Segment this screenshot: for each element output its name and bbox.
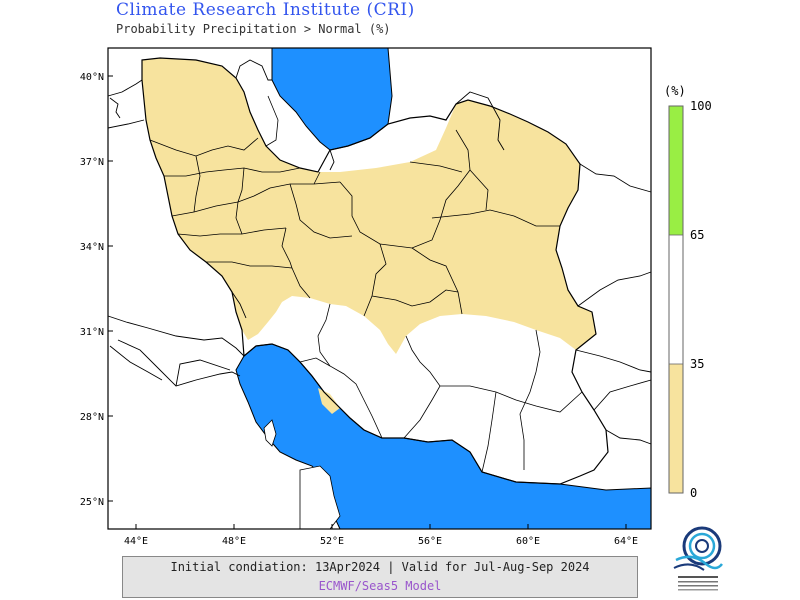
lat-tick-label: 34°N xyxy=(80,242,104,253)
lon-tick-label: 44°E xyxy=(124,536,148,547)
model-name-text: ECMWF/Seas5 Model xyxy=(318,579,442,593)
longitude-axis: 44°E 48°E 52°E 56°E 60°E 64°E xyxy=(124,524,638,547)
lon-tick-label: 48°E xyxy=(222,536,246,547)
legend-band-below-normal xyxy=(669,364,683,493)
map-subtitle: Probability Precipitation > Normal (%) xyxy=(116,22,391,36)
map-frame xyxy=(107,47,652,530)
map-title: Climate Research Institute (CRI) xyxy=(116,0,415,20)
below-normal-region xyxy=(142,58,596,354)
lon-tick-label: 64°E xyxy=(614,536,638,547)
lat-tick-label: 28°N xyxy=(80,412,104,423)
lat-tick-label: 25°N xyxy=(80,497,104,508)
qatar-land xyxy=(263,419,277,447)
color-legend: (%) 100 65 35 0 xyxy=(664,84,712,500)
below-normal-patch xyxy=(318,388,340,414)
latitude-axis: 40°N 37°N 34°N 31°N 28°N 25°N xyxy=(80,72,113,508)
legend-label-35: 35 xyxy=(690,357,704,371)
province-borders xyxy=(149,95,583,473)
forecast-validity-text: Initial condiation: 13Apr2024 | Valid fo… xyxy=(170,560,590,574)
legend-outline xyxy=(668,105,684,494)
lat-tick-label: 37°N xyxy=(80,157,104,168)
lat-tick-label: 40°N xyxy=(80,72,104,83)
lon-tick-label: 56°E xyxy=(418,536,442,547)
legend-band-normal xyxy=(669,235,683,364)
forecast-info-box: Initial condiation: 13Apr2024 | Valid fo… xyxy=(122,556,638,598)
lon-tick-label: 60°E xyxy=(516,536,540,547)
legend-band-above-normal xyxy=(669,106,683,235)
iran-border xyxy=(141,57,609,485)
lat-tick-label: 31°N xyxy=(80,327,104,338)
lon-tick-label: 52°E xyxy=(320,536,344,547)
legend-label-0: 0 xyxy=(690,486,697,500)
legend-unit: (%) xyxy=(664,84,686,98)
legend-label-65: 65 xyxy=(690,228,704,242)
legend-label-100: 100 xyxy=(690,99,712,113)
neighbour-borders xyxy=(107,59,652,445)
research-institute-logo-icon xyxy=(673,526,723,591)
